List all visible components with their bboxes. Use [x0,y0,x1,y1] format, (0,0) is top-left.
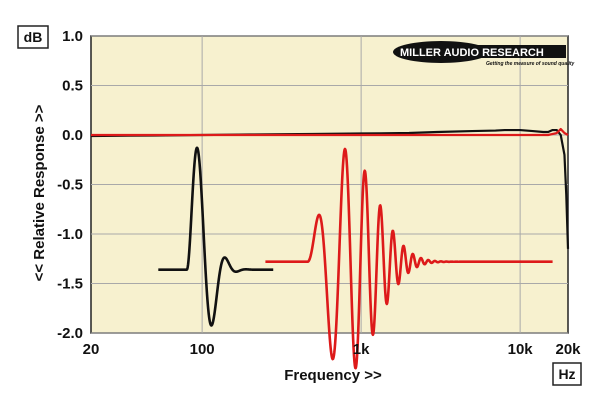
y-tick-label: -1.5 [57,276,83,293]
y-tick-label: 0.5 [62,78,83,95]
x-unit-box: Hz [552,362,582,386]
x-tick-label: 20 [83,341,100,358]
impulse-insets [157,146,554,370]
y-tick-label: 0.0 [62,127,83,144]
series-lines [90,127,570,249]
series-line-red [91,127,569,137]
y-tick-label: 1.0 [62,28,83,45]
x-tick-labels: 20 100 1k 10k 20k [83,341,582,358]
y-tick-label: -2.0 [57,325,83,342]
impulse-inset-line [264,147,554,370]
x-tick-label: 20k [555,341,581,358]
y-unit-box: dB [17,25,49,49]
y-tick-labels: 1.0 0.5 0.0 -0.5 -1.0 -1.5 -2.0 [57,28,83,342]
x-tick-label: 10k [508,341,534,358]
miller-audio-research-logo: MILLER AUDIO RESEARCH Getting the measur… [393,41,575,67]
y-tick-label: -1.0 [57,226,83,243]
x-tick-label: 1k [353,341,370,358]
y-tick-label: -0.5 [57,177,83,194]
logo-text: MILLER AUDIO RESEARCH [400,47,544,59]
x-axis-title: Frequency >> [284,367,382,384]
y-unit-label: dB [24,29,43,45]
x-unit-label: Hz [558,366,575,382]
x-tick-label: 100 [190,341,215,358]
grid [91,35,568,334]
impulse-inset-line [157,146,275,327]
y-axis-title: << Relative Response >> [31,104,48,281]
logo-tagline: Getting the measure of sound quality [486,61,575,67]
